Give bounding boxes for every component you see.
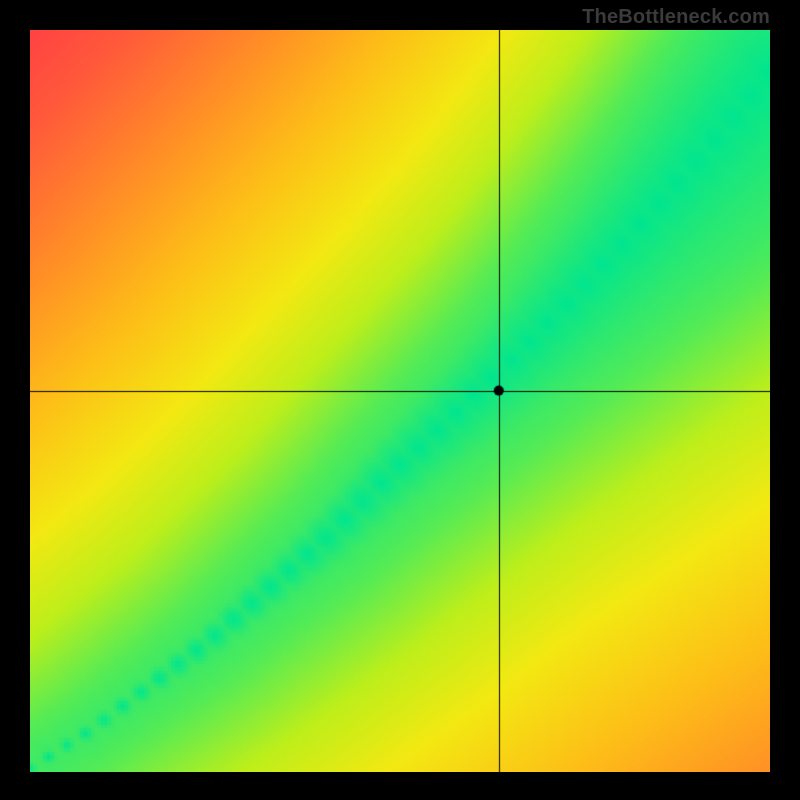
crosshair-overlay-canvas bbox=[30, 30, 770, 772]
watermark-text: TheBottleneck.com bbox=[582, 6, 770, 29]
chart-frame: TheBottleneck.com bbox=[0, 0, 800, 800]
